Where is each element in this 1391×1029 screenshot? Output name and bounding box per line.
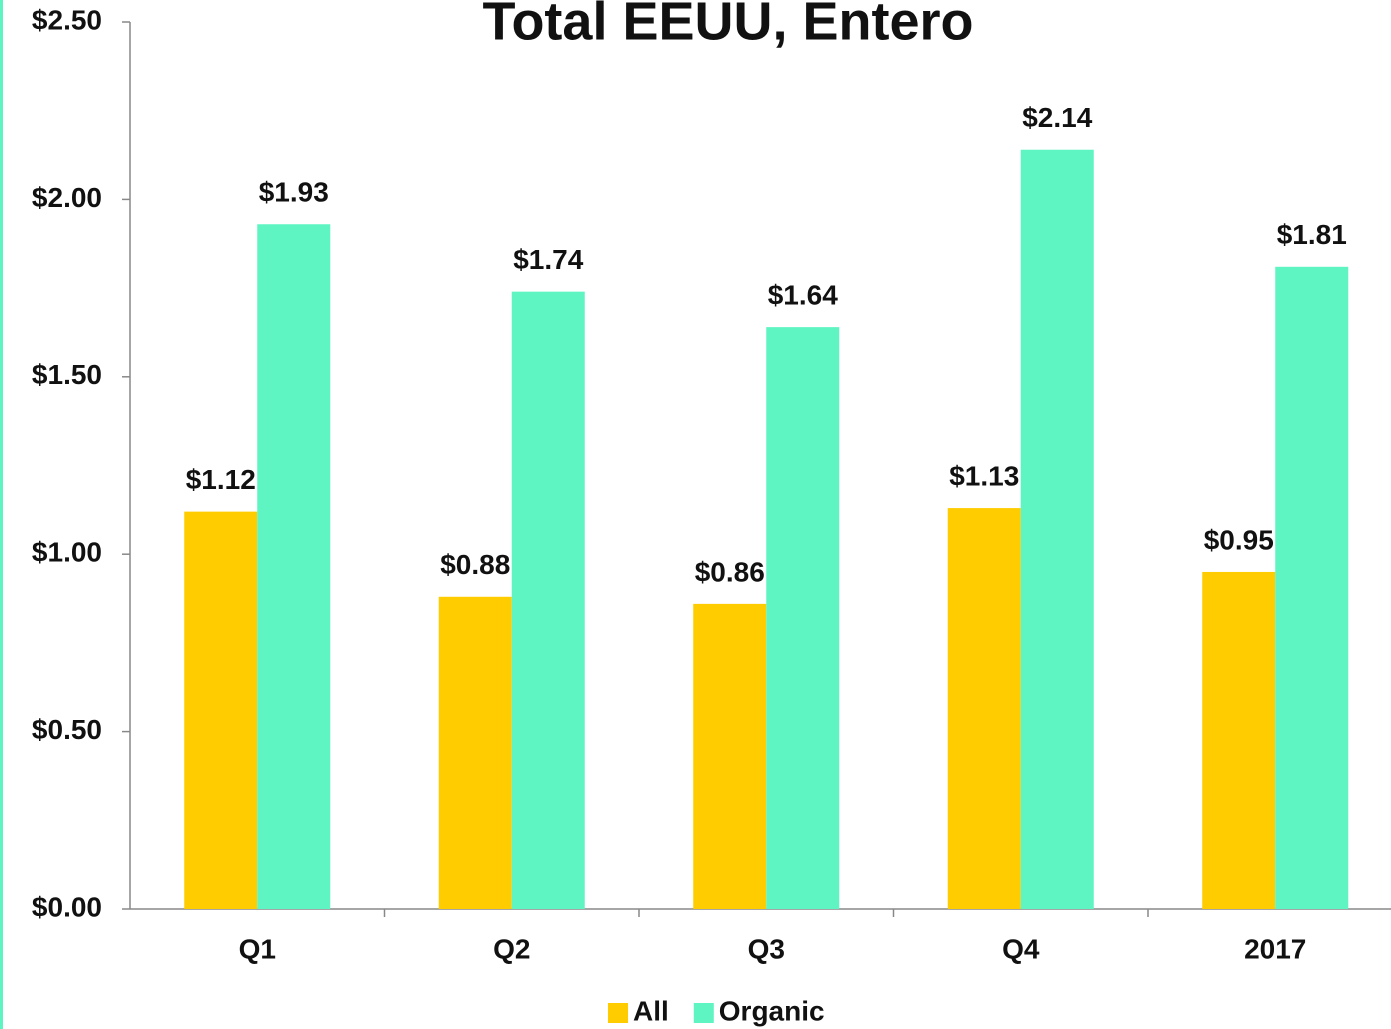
y-tick-label: $0.50 bbox=[32, 714, 102, 745]
value-label: $0.88 bbox=[440, 549, 510, 580]
bar bbox=[257, 224, 331, 910]
value-label: $0.95 bbox=[1204, 524, 1274, 555]
value-label: $1.13 bbox=[949, 460, 1019, 491]
left-border bbox=[0, 0, 3, 1029]
y-tick-label: $0.00 bbox=[32, 891, 102, 922]
value-label: $1.74 bbox=[513, 244, 583, 275]
y-tick-label: $2.00 bbox=[32, 182, 102, 213]
y-tick-label: $2.50 bbox=[32, 4, 102, 35]
bar bbox=[1020, 149, 1094, 909]
legend-label: Organic bbox=[719, 995, 825, 1026]
y-tick-label: $1.50 bbox=[32, 359, 102, 390]
value-label: $1.93 bbox=[259, 177, 329, 208]
bar bbox=[1202, 571, 1276, 909]
bar bbox=[1275, 266, 1349, 909]
chart-title: Total EEUU, Entero bbox=[482, 0, 973, 51]
bar bbox=[693, 603, 767, 909]
bar bbox=[438, 596, 512, 909]
value-label: $0.86 bbox=[695, 556, 765, 587]
x-tick-label: Q3 bbox=[748, 933, 785, 964]
value-label: $1.12 bbox=[186, 464, 256, 495]
x-tick-label: Q4 bbox=[1002, 933, 1040, 964]
x-tick-label: 2017 bbox=[1244, 933, 1306, 964]
bar bbox=[511, 291, 585, 909]
x-tick-label: Q1 bbox=[239, 933, 276, 964]
value-label: $1.81 bbox=[1277, 219, 1347, 250]
legend-swatch bbox=[693, 1003, 714, 1023]
legend-label: All bbox=[633, 995, 669, 1026]
x-tick-label: Q2 bbox=[493, 933, 530, 964]
bar bbox=[184, 511, 258, 909]
value-label: $2.14 bbox=[1022, 102, 1092, 133]
y-tick-label: $1.00 bbox=[32, 537, 102, 568]
bar bbox=[947, 508, 1021, 909]
value-label: $1.64 bbox=[768, 280, 838, 311]
bar bbox=[766, 327, 840, 909]
legend-swatch bbox=[608, 1003, 628, 1023]
